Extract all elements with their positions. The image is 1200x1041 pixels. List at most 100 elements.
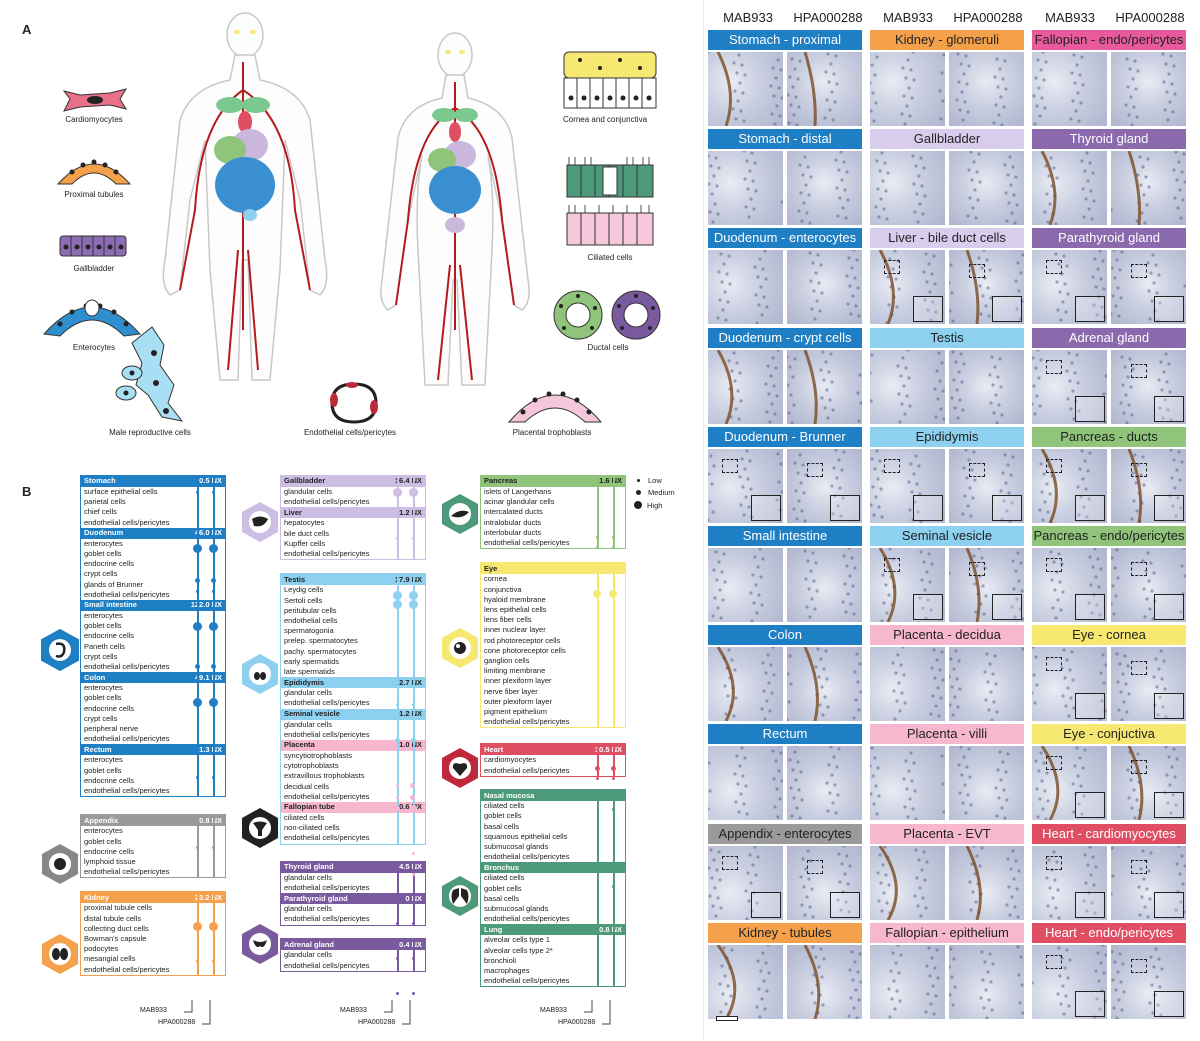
- cell-type-row: decidual cells: [284, 781, 330, 791]
- antibody-column-header: MAB933: [883, 10, 933, 25]
- micrograph-image: [870, 548, 945, 622]
- cell-type-row: endocrine cells: [84, 703, 135, 713]
- ihc-tile: Eye - conjuctiva: [1032, 724, 1186, 821]
- expression-dot: [393, 591, 402, 600]
- inset-marker: [884, 558, 900, 572]
- zoom-inset: [913, 494, 943, 521]
- expression-dot: [609, 590, 617, 598]
- endothelial-label: Endothelial cells/pericytes: [303, 428, 397, 437]
- cell-type-row: nerve fiber layer: [484, 686, 538, 696]
- inset-marker: [1131, 958, 1147, 973]
- uterus-hex-icon: [242, 808, 278, 848]
- micrograph-image: [949, 151, 1024, 226]
- expression-dot: [409, 805, 417, 813]
- cell-type-row: endothelial cells/pericytes: [284, 549, 370, 559]
- zoom-inset: [992, 594, 1022, 620]
- cell-type-row: endothelial cells/pericytes: [284, 914, 370, 924]
- tissue-name: Bronchus: [484, 862, 520, 872]
- micrograph-image: [787, 52, 862, 126]
- tissue-nx-value: 2.7 NX: [399, 677, 422, 687]
- cell-type-row: conjunctiva: [484, 584, 522, 594]
- cell-type-row: endothelial cells/pericytes: [484, 976, 570, 986]
- ihc-tile-label: Colon: [708, 625, 862, 646]
- tissue-nx-value: 10.5 NX: [594, 744, 622, 754]
- cell-type-row: crypt cells: [84, 713, 118, 723]
- micrograph-image: [870, 349, 945, 424]
- cell-type-row: endothelial cells/pericytes: [284, 497, 370, 507]
- ihc-tile-label: Placenta - villi: [870, 724, 1024, 745]
- micrograph-image: [1032, 548, 1107, 622]
- micrograph-image: [708, 944, 783, 1019]
- ihc-tile: Colon: [708, 625, 862, 722]
- zoom-inset: [1075, 792, 1105, 819]
- micrograph-image: [1111, 349, 1186, 424]
- tissue-name: Adrenal gland: [284, 939, 335, 949]
- tissue-name: Gallbladder: [284, 476, 326, 486]
- micrograph-image: [949, 944, 1024, 1019]
- legend-medium-label: Medium: [648, 487, 675, 497]
- ductal-label: Ductal cells: [587, 343, 629, 352]
- tissue-name: Liver: [284, 507, 302, 517]
- ihc-tile-label: Adrenal gland: [1032, 327, 1186, 348]
- expression-dot: [595, 766, 600, 771]
- cell-type-row: Bowman's capsule: [84, 934, 147, 943]
- antibody-column-line: [597, 744, 599, 776]
- panel-b-label: B: [22, 484, 32, 499]
- inset-marker: [884, 260, 900, 275]
- cell-type-row: endothelial cells/pericytes: [84, 517, 170, 527]
- tissue-name: Pancreas: [484, 476, 518, 486]
- cell-type-row: endocrine cells: [84, 631, 135, 641]
- antibody-column-line: [197, 476, 199, 797]
- cell-type-row: lens fiber cells: [484, 615, 532, 625]
- cell-type-row: crypt cells: [84, 651, 118, 661]
- expression-dot: [612, 885, 615, 888]
- cell-type-row: Sertoli cells: [284, 595, 323, 605]
- ihc-tile-label: Stomach - proximal: [708, 30, 862, 50]
- tissue-header: Lung 0.8 NX: [481, 924, 625, 936]
- micrograph-image: [1032, 52, 1107, 126]
- tissue-name: Eye: [484, 563, 498, 573]
- axis-ab2-col1: HPA000288: [158, 1019, 196, 1026]
- legend-medium-dot: [636, 489, 641, 495]
- ihc-tile: Epididymis: [870, 426, 1024, 523]
- micrograph-image: [949, 746, 1024, 821]
- inset-marker: [1046, 558, 1062, 572]
- ihc-tile-label: Seminal vesicle: [870, 526, 1024, 546]
- ihc-tile: Heart - endo/pericytes: [1032, 922, 1186, 1019]
- ihc-tile-label: Duodenum - crypt cells: [708, 327, 862, 348]
- endothelial-cell-icon: [330, 382, 378, 424]
- micrograph-image: [1111, 548, 1186, 622]
- expression-dot: [193, 922, 202, 931]
- micrograph-image: [708, 151, 783, 226]
- axis-bracket-col3: [584, 1000, 611, 1025]
- expression-dot: [209, 622, 218, 631]
- proximal-tubules-label: Proximal tubules: [64, 190, 124, 199]
- ihc-tile: Seminal vesicle: [870, 526, 1024, 622]
- cell-type-row: endothelial cells/pericytes: [84, 734, 170, 744]
- cell-type-row: chief cells: [84, 507, 117, 517]
- tissue-name: Appendix: [84, 815, 119, 825]
- female-organs-icon: [395, 50, 515, 381]
- tissue-nx-value: 23.2 NX: [194, 892, 222, 902]
- enterocyte-icon: [42, 299, 142, 337]
- expression-dot: [412, 537, 415, 540]
- micrograph-image: [708, 448, 783, 523]
- cell-type-row: distal tubule cells: [84, 913, 142, 923]
- expression-dot: [596, 580, 599, 583]
- expression-dot: [410, 795, 415, 800]
- axis-ab2-col2: HPA000288: [358, 1019, 396, 1026]
- tissue-box: Stomach 0.5 NX surface epithelial cells par…: [80, 475, 226, 798]
- tissue-box: Pancreas 1.6 NX islets of Langerhans acinar…: [480, 475, 626, 550]
- antibody-column-header: HPA000288: [953, 10, 1023, 25]
- cell-type-row: cone photoreceptor cells: [484, 645, 566, 655]
- zoom-inset: [1075, 693, 1105, 720]
- tissue-header: Heart 10.5 NX: [481, 744, 625, 756]
- micrograph-image: [1032, 151, 1107, 226]
- micrograph-image: [949, 250, 1024, 325]
- tissue-name: Seminal vesicle: [284, 709, 340, 719]
- pancreas-hex-icon: [442, 494, 478, 534]
- tissue-name: Lung: [484, 924, 503, 934]
- cell-type-row: alveolar cells type 2*: [484, 945, 553, 955]
- axis-ab2-col3: HPA000288: [558, 1019, 596, 1026]
- antibody-column-line: [413, 476, 415, 560]
